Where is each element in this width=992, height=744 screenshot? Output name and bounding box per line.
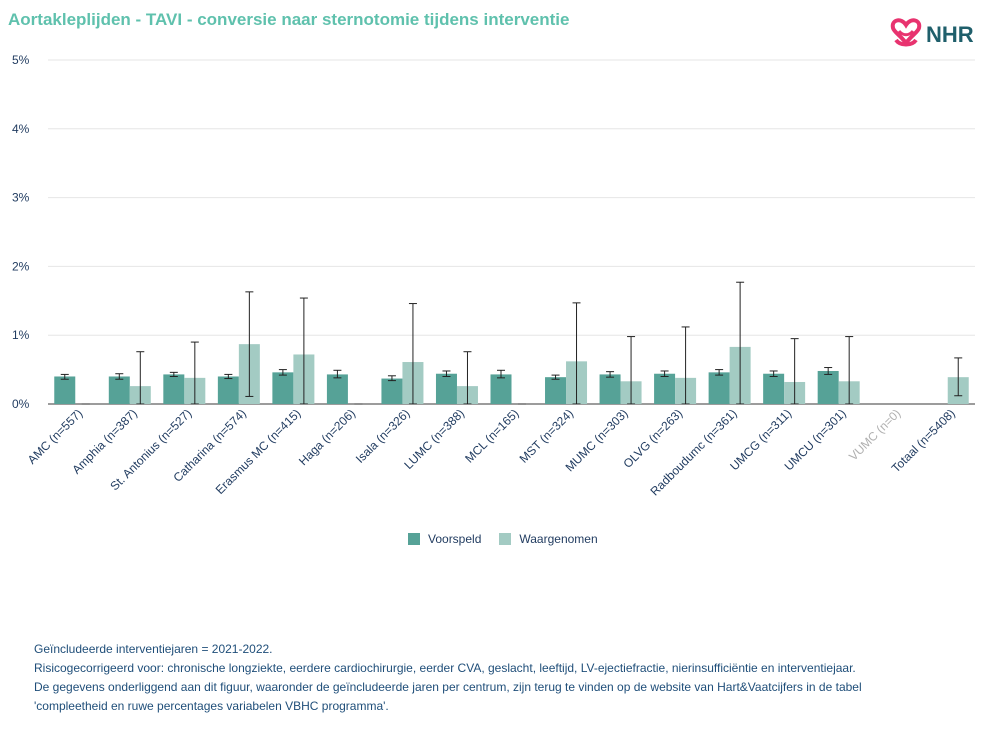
footnote-line: Risicogecorrigeerd voor: chronische long…	[34, 661, 856, 675]
bar-voorspeld	[435, 373, 457, 404]
x-tick-label: Isala (n=326)	[353, 406, 413, 466]
footnote-line: 'compleetheid en ruwe percentages variab…	[34, 699, 389, 713]
bar-voorspeld	[108, 376, 130, 404]
bar-voorspeld	[163, 374, 185, 404]
x-tick-label: AMC (n=557)	[25, 406, 86, 467]
x-tick-label: MCL (n=165)	[462, 406, 521, 465]
y-tick-label: 3%	[12, 191, 30, 205]
x-tick-label: VUMC (n=0)	[846, 406, 903, 463]
bar-voorspeld	[817, 370, 839, 404]
bar-voorspeld	[381, 378, 403, 404]
legend-label-waargenomen: Waargenomen	[519, 532, 598, 546]
chart-title: Aortakleplijden - TAVI - conversie naar …	[8, 10, 570, 29]
y-tick-label: 4%	[12, 122, 30, 136]
bar-voorspeld	[490, 374, 512, 404]
bar-voorspeld	[545, 377, 567, 404]
x-tick-label: Haga (n=206)	[296, 406, 358, 468]
legend-swatch-waargenomen	[499, 533, 512, 545]
bar-voorspeld	[599, 374, 621, 404]
bar-voorspeld	[272, 372, 294, 404]
y-tick-label: 5%	[12, 53, 30, 67]
legend-label-voorspeld: Voorspeld	[428, 532, 482, 546]
bar-voorspeld	[326, 374, 348, 404]
bar-voorspeld	[708, 372, 730, 404]
bar-chart: 0%1%2%3%4%5%AMC (n=557)Amphia (n=387)St.…	[12, 53, 975, 498]
y-tick-label: 2%	[12, 259, 30, 273]
legend-swatch-voorspeld	[408, 533, 420, 545]
bar-voorspeld	[654, 373, 676, 404]
nhr-heart-knot-icon	[890, 18, 922, 47]
bar-voorspeld	[217, 376, 239, 404]
footnote-line: De gegevens onderliggend aan dit figuur,…	[34, 680, 862, 694]
bar-voorspeld	[54, 376, 76, 404]
legend-item-waargenomen: Waargenomen	[499, 532, 598, 546]
footnote-line: Geïncludeerde interventiejaren = 2021-20…	[34, 642, 273, 656]
logo-text: NHR	[926, 22, 974, 47]
x-tick-label: MST (n=324)	[517, 406, 577, 466]
legend-item-voorspeld: Voorspeld	[408, 532, 481, 546]
y-tick-label: 1%	[12, 328, 30, 342]
nhr-logo: NHR	[888, 16, 984, 56]
bar-voorspeld	[763, 373, 785, 404]
legend: Voorspeld Waargenomen	[408, 532, 598, 546]
y-tick-label: 0%	[12, 397, 30, 411]
footnotes: Geïncludeerde interventiejaren = 2021-20…	[34, 640, 974, 716]
